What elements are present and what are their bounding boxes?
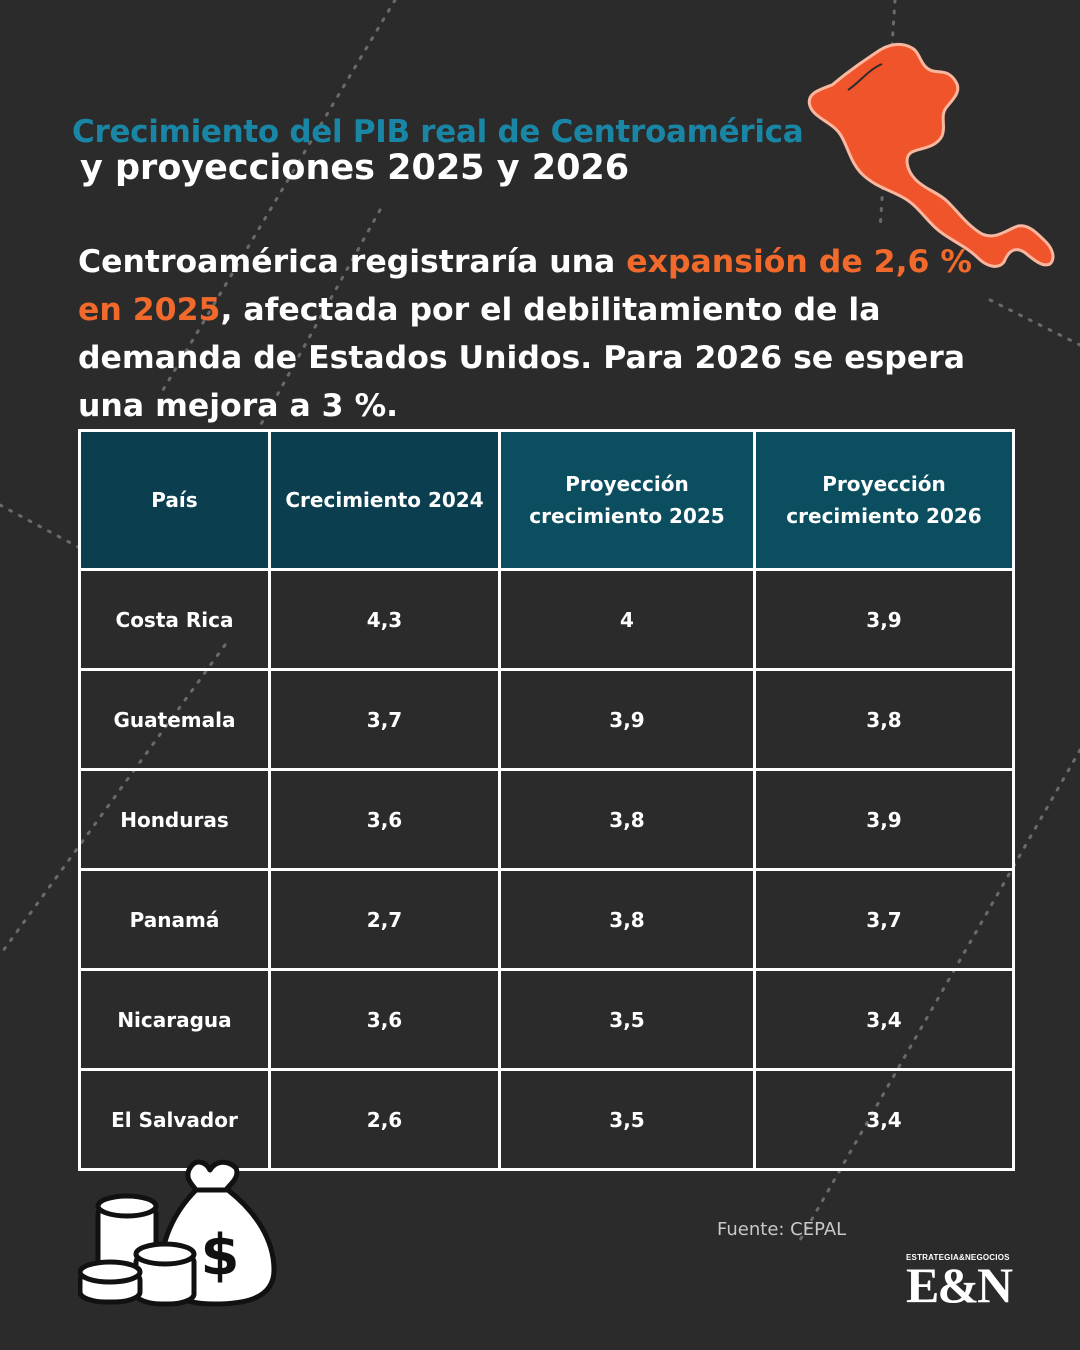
table-row: Guatemala 3,7 3,9 3,8 <box>78 668 1015 771</box>
header-growth-2024: Crecimiento 2024 <box>268 429 501 571</box>
projection-2025-cell: 3,9 <box>498 668 756 771</box>
lede-highlight: expansión de 2,6 % en 2025 <box>78 244 972 328</box>
logo-small-text: ESTRATEGIA&NEGOCIOS <box>906 1253 1010 1262</box>
central-america-map-icon <box>807 42 1055 268</box>
lede-text-1: Centroamérica registraría una <box>78 244 627 280</box>
table-header-row: País Crecimiento 2024 Proyección crecimi… <box>78 429 1015 571</box>
source-text: Fuente: CEPAL <box>717 1219 847 1240</box>
table-row: El Salvador 2,6 3,5 3,4 <box>78 1068 1015 1171</box>
gdp-growth-table: País Crecimiento 2024 Proyección crecimi… <box>78 429 1015 1171</box>
projection-2025-cell: 3,8 <box>498 868 756 971</box>
projection-2026-cell: 3,9 <box>753 568 1015 671</box>
lede-paragraph: Centroamérica registraría una expansión … <box>78 238 1008 430</box>
table-row: Nicaragua 3,6 3,5 3,4 <box>78 968 1015 1071</box>
coins-icon <box>78 1193 197 1307</box>
growth-2024-cell: 4,3 <box>268 568 501 671</box>
logo-big-text: E&N <box>906 1257 1013 1313</box>
money-bag-icon: $ <box>78 1159 277 1307</box>
header-projection-2025: Proyección crecimiento 2025 <box>498 429 756 571</box>
projection-2025-cell: 3,5 <box>498 1068 756 1171</box>
growth-2024-cell: 2,7 <box>268 868 501 971</box>
country-cell: Honduras <box>78 768 271 871</box>
projection-2025-cell: 3,8 <box>498 768 756 871</box>
title-line-2: y proyecciones 2025 y 2026 <box>80 148 630 188</box>
title-line-1: Crecimiento del PIB real de Centroaméric… <box>72 114 804 150</box>
projection-2026-cell: 3,8 <box>753 668 1015 771</box>
country-cell: Costa Rica <box>78 568 271 671</box>
growth-2024-cell: 3,6 <box>268 968 501 1071</box>
projection-2025-cell: 4 <box>498 568 756 671</box>
projection-2026-cell: 3,9 <box>753 768 1015 871</box>
table-row: Honduras 3,6 3,8 3,9 <box>78 768 1015 871</box>
lede-text-2: , afectada por el debilitamiento de la d… <box>78 292 966 424</box>
growth-2024-cell: 2,6 <box>268 1068 501 1171</box>
table-row: Costa Rica 4,3 4 3,9 <box>78 568 1015 671</box>
growth-2024-cell: 3,7 <box>268 668 501 771</box>
projection-2026-cell: 3,4 <box>753 1068 1015 1171</box>
growth-2024-cell: 3,6 <box>268 768 501 871</box>
country-cell: El Salvador <box>78 1068 271 1171</box>
country-cell: Nicaragua <box>78 968 271 1071</box>
en-logo: ESTRATEGIA&NEGOCIOS E&N <box>906 1253 1046 1315</box>
header-projection-2026: Proyección crecimiento 2026 <box>753 429 1015 571</box>
projection-2026-cell: 3,7 <box>753 868 1015 971</box>
country-cell: Panamá <box>78 868 271 971</box>
svg-text:$: $ <box>201 1223 240 1288</box>
table-row: Panamá 2,7 3,8 3,7 <box>78 868 1015 971</box>
projection-2025-cell: 3,5 <box>498 968 756 1071</box>
projection-2026-cell: 3,4 <box>753 968 1015 1071</box>
header-country: País <box>78 429 271 571</box>
country-cell: Guatemala <box>78 668 271 771</box>
